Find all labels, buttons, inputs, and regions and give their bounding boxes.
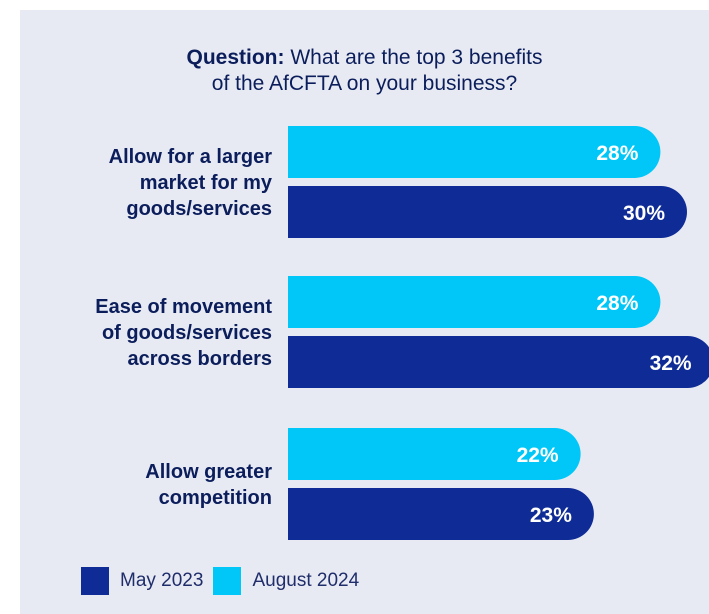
category-label-line-1-2: across borders [127, 348, 272, 370]
bar-label-may-2023-2: 23% [530, 504, 572, 527]
question-label: Question: [186, 46, 285, 69]
category-label-line-0-0: Allow for a larger [109, 146, 273, 168]
category-label-line-1-0: Ease of movement [95, 296, 272, 318]
legend-item-august-2024: August 2024 [213, 567, 359, 595]
legend-swatch-august-2024 [213, 567, 242, 595]
legend: May 2023 August 2024 [81, 567, 369, 595]
legend-label-may-2023: May 2023 [120, 570, 204, 591]
chart-panel: Question: What are the top 3 benefits of… [20, 10, 709, 614]
bar-chart: 28% 30% Allow for a larger market for my goo… [95, 126, 709, 540]
bar-may-2023-1 [288, 336, 709, 388]
category-label-line-1-1: of goods/services [102, 322, 272, 344]
bar-label-august-2024-0: 28% [596, 142, 638, 165]
category-label-line-0-2: goods/services [126, 198, 272, 220]
category-label-line-2-0: Allow greater [145, 461, 272, 483]
bar-label-august-2024-2: 22% [517, 444, 559, 467]
category-label-1: Ease of movement of goods/services across … [95, 296, 272, 370]
bar-may-2023-2 [288, 488, 594, 540]
legend-item-may-2023: May 2023 [81, 567, 203, 595]
category-label-2: Allow greater competition [145, 461, 272, 509]
bar-august-2024-1 [288, 276, 661, 328]
bar-label-may-2023-1: 32% [650, 352, 692, 375]
category-label-0: Allow for a larger market for my goods/ser… [109, 146, 273, 220]
legend-label-august-2024: August 2024 [252, 570, 360, 591]
legend-swatch-may-2023 [81, 567, 109, 595]
bar-may-2023-0 [288, 186, 687, 238]
category-label-line-0-1: market for my [140, 172, 273, 194]
question-text: What are the top 3 benefits of the AfCFT… [211, 46, 543, 95]
bar-august-2024-2 [288, 428, 581, 480]
bar-label-may-2023-0: 30% [623, 202, 665, 225]
bar-label-august-2024-1: 28% [596, 292, 638, 315]
bar-august-2024-0 [288, 126, 661, 178]
question-title: Question: What are the top 3 benefits of… [20, 45, 709, 97]
category-label-line-2-1: competition [159, 487, 272, 509]
